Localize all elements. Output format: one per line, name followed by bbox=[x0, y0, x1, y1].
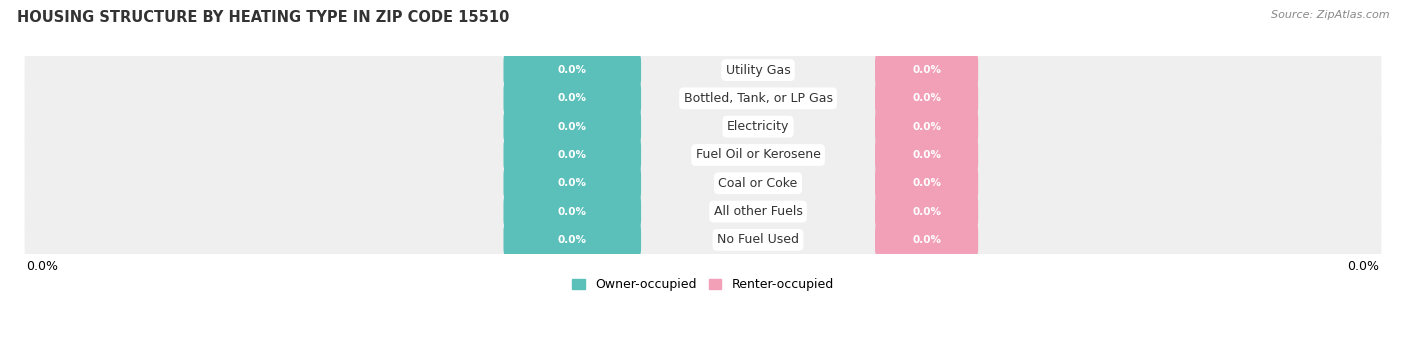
Text: 0.0%: 0.0% bbox=[558, 178, 586, 188]
Text: Coal or Coke: Coal or Coke bbox=[718, 177, 797, 190]
FancyBboxPatch shape bbox=[875, 133, 979, 177]
FancyBboxPatch shape bbox=[875, 190, 979, 234]
FancyBboxPatch shape bbox=[25, 206, 1381, 274]
Text: 0.0%: 0.0% bbox=[912, 150, 941, 160]
Text: HOUSING STRUCTURE BY HEATING TYPE IN ZIP CODE 15510: HOUSING STRUCTURE BY HEATING TYPE IN ZIP… bbox=[17, 10, 509, 25]
Text: 0.0%: 0.0% bbox=[912, 93, 941, 103]
FancyBboxPatch shape bbox=[25, 121, 1381, 189]
FancyBboxPatch shape bbox=[503, 161, 641, 205]
Legend: Owner-occupied, Renter-occupied: Owner-occupied, Renter-occupied bbox=[572, 278, 834, 291]
Text: All other Fuels: All other Fuels bbox=[714, 205, 803, 218]
Text: Bottled, Tank, or LP Gas: Bottled, Tank, or LP Gas bbox=[683, 92, 832, 105]
Text: 0.0%: 0.0% bbox=[558, 150, 586, 160]
Text: 0.0%: 0.0% bbox=[558, 207, 586, 217]
FancyBboxPatch shape bbox=[25, 64, 1381, 133]
Text: Fuel Oil or Kerosene: Fuel Oil or Kerosene bbox=[696, 148, 821, 162]
Text: Source: ZipAtlas.com: Source: ZipAtlas.com bbox=[1271, 10, 1389, 20]
FancyBboxPatch shape bbox=[503, 76, 641, 120]
FancyBboxPatch shape bbox=[875, 105, 979, 149]
Text: 0.0%: 0.0% bbox=[912, 235, 941, 245]
FancyBboxPatch shape bbox=[25, 36, 1381, 104]
FancyBboxPatch shape bbox=[875, 218, 979, 262]
FancyBboxPatch shape bbox=[875, 161, 979, 205]
FancyBboxPatch shape bbox=[503, 218, 641, 262]
FancyBboxPatch shape bbox=[25, 149, 1381, 218]
Text: 0.0%: 0.0% bbox=[912, 207, 941, 217]
Text: 0.0%: 0.0% bbox=[912, 178, 941, 188]
Text: No Fuel Used: No Fuel Used bbox=[717, 233, 799, 247]
FancyBboxPatch shape bbox=[503, 105, 641, 149]
Text: 0.0%: 0.0% bbox=[912, 65, 941, 75]
Text: Utility Gas: Utility Gas bbox=[725, 63, 790, 77]
FancyBboxPatch shape bbox=[503, 133, 641, 177]
Text: 0.0%: 0.0% bbox=[558, 122, 586, 132]
Text: 0.0%: 0.0% bbox=[912, 122, 941, 132]
Text: 0.0%: 0.0% bbox=[558, 65, 586, 75]
FancyBboxPatch shape bbox=[503, 48, 641, 92]
FancyBboxPatch shape bbox=[875, 76, 979, 120]
FancyBboxPatch shape bbox=[25, 177, 1381, 246]
FancyBboxPatch shape bbox=[875, 48, 979, 92]
FancyBboxPatch shape bbox=[503, 190, 641, 234]
FancyBboxPatch shape bbox=[25, 92, 1381, 161]
Text: 0.0%: 0.0% bbox=[558, 93, 586, 103]
Text: Electricity: Electricity bbox=[727, 120, 789, 133]
Text: 0.0%: 0.0% bbox=[558, 235, 586, 245]
